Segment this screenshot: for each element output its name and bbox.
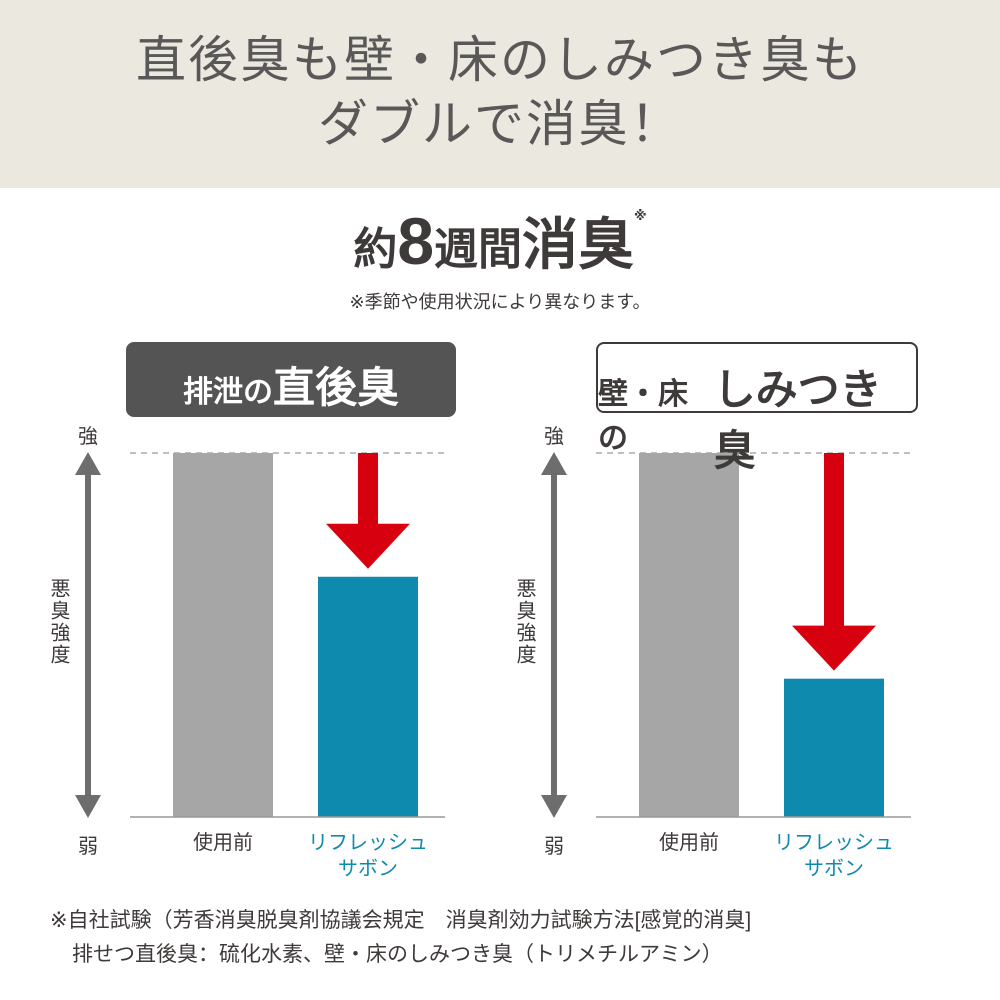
x-tick-label: 使用前 — [659, 832, 719, 854]
x-tick-label: リフレッシュ サボン — [308, 832, 428, 880]
headline-part: 約 — [353, 225, 398, 274]
headline-part: 消臭 — [522, 213, 635, 276]
bar — [784, 678, 884, 817]
decrease-arrow-shaft — [824, 453, 844, 628]
x-tick-label: 使用前 — [193, 832, 253, 854]
x-tick-label: リフレッシュ サボン — [774, 832, 894, 880]
chart-title-box: 壁・床の しみつき臭 — [596, 342, 918, 474]
headline: 約 8 週間 消臭 ※ — [0, 200, 1000, 281]
chart-title-part: 壁・床の — [598, 378, 688, 455]
chart-title-box: 排泄の 直後臭 — [126, 342, 456, 417]
headline-part: 8 — [397, 204, 435, 278]
header-band — [0, 0, 1000, 188]
chart-title-part: 直後臭 — [272, 364, 399, 411]
headline-part: 週間 — [434, 225, 523, 274]
axis-arrow-head — [75, 795, 101, 818]
bar — [173, 453, 273, 817]
footnote: ※自社試験（芳香消臭脱臭剤協議会規定 消臭剤効力試験方法[感覚的消臭] 排せつ直… — [50, 904, 751, 972]
chart-title-part: 排泄の — [182, 376, 273, 409]
y-bottom-label: 弱 — [544, 836, 564, 858]
axis-arrow-head — [75, 452, 101, 475]
decrease-arrow-shaft — [358, 453, 378, 526]
header-title: 直後臭も壁・床のしみつき臭も ダブルで消臭！ — [136, 32, 864, 152]
y-top-label: 強 — [544, 426, 564, 448]
decrease-arrow-head — [326, 523, 410, 569]
bar — [639, 453, 739, 817]
chart-title-part: しみつき臭 — [713, 366, 882, 474]
headline-mark: ※ — [634, 208, 647, 223]
y-top-label: 強 — [78, 426, 98, 448]
headline-note: ※季節や使用状況により異なります。 — [349, 292, 651, 312]
decrease-arrow-head — [792, 625, 876, 671]
footnote-line: 排せつ直後臭：硫化水素、壁・床のしみつき臭（トリメチルアミン） — [72, 943, 723, 966]
axis-arrow-head — [541, 452, 567, 475]
axis-arrow-head — [541, 795, 567, 818]
y-bottom-label: 弱 — [78, 836, 98, 858]
footnote-line: ※自社試験（芳香消臭脱臭剤協議会規定 消臭剤効力試験方法[感覚的消臭] — [50, 909, 752, 932]
y-axis-label: 悪臭強度 — [513, 578, 535, 666]
bar — [318, 576, 418, 817]
y-axis-label: 悪臭強度 — [47, 578, 69, 666]
